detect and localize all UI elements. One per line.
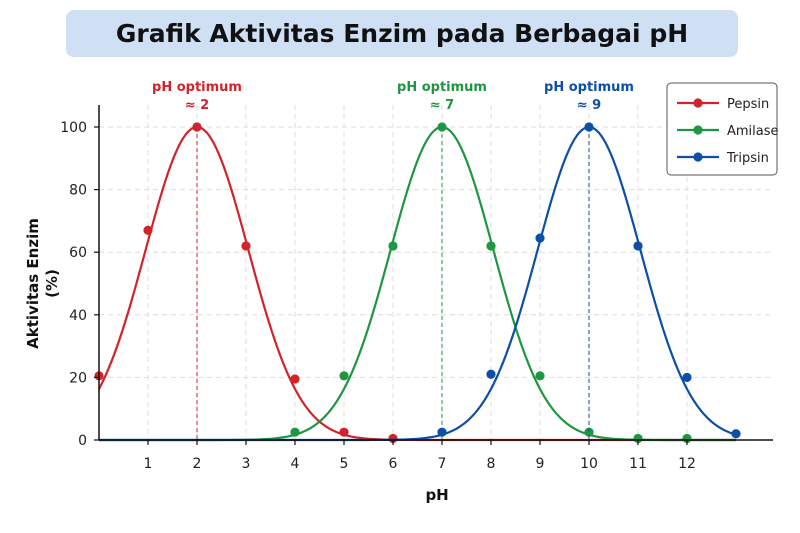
y-tick-label: 40	[69, 308, 87, 324]
data-point-pepsin	[192, 122, 202, 132]
data-point-tripsin	[486, 369, 496, 379]
y-tick-label: 0	[78, 433, 87, 449]
optimum-value-pepsin: ≈ 2	[185, 98, 209, 113]
data-point-amilase	[486, 241, 496, 251]
grid	[99, 105, 773, 440]
legend: Pepsin Amilase Tripsin	[666, 82, 779, 176]
data-point-pepsin	[241, 241, 251, 251]
x-tick-label: 10	[580, 456, 598, 472]
y-axis-label-line: Aktivitas Enzim	[24, 218, 42, 349]
data-point-amilase	[290, 427, 300, 437]
legend-marker-tripsin	[693, 152, 703, 162]
optimum-label-amilase: pH optimum	[397, 80, 487, 95]
data-point-tripsin	[535, 233, 545, 243]
x-tick-label: 8	[487, 456, 496, 472]
annotations: pH optimum ≈ 2 pH optimum ≈ 7 pH optimum ≈ 9	[152, 80, 634, 113]
legend-label-pepsin: Pepsin	[727, 97, 769, 112]
data-point-tripsin	[682, 372, 692, 382]
x-tick-label: 3	[242, 456, 251, 472]
optimum-value-amilase: ≈ 7	[430, 98, 454, 113]
y-tick-label: 60	[69, 245, 87, 261]
data-point-amilase	[388, 241, 398, 251]
x-tick-label: 11	[629, 456, 647, 472]
legend-label-tripsin: Tripsin	[726, 151, 769, 166]
series-layer	[94, 122, 741, 444]
series-line-pepsin	[98, 125, 736, 442]
series-line-tripsin	[99, 125, 737, 442]
title-banner: Grafik Aktivitas Enzim pada Berbagai pH	[66, 10, 738, 57]
legend-marker-amilase	[693, 125, 703, 135]
data-point-amilase	[584, 427, 594, 437]
data-point-amilase	[339, 371, 349, 381]
data-point-tripsin	[633, 241, 643, 251]
y-tick-label: 20	[69, 370, 87, 386]
data-point-tripsin	[437, 427, 447, 437]
legend-box	[666, 82, 778, 176]
optimum-label-pepsin: pH optimum	[152, 80, 242, 95]
x-tick-label: 5	[340, 456, 349, 472]
data-point-tripsin	[731, 429, 741, 439]
y-tick-label: 80	[69, 183, 87, 199]
legend-label-amilase: Amilase	[727, 124, 779, 139]
x-tick-label: 6	[389, 456, 398, 472]
x-tick-label: 12	[678, 456, 696, 472]
data-point-tripsin	[584, 122, 594, 132]
chart-title: Grafik Aktivitas Enzim pada Berbagai pH	[115, 19, 689, 48]
y-axis-label-line: (%)	[43, 269, 61, 298]
legend-marker-pepsin	[693, 98, 703, 108]
x-tick-label: 9	[536, 456, 545, 472]
data-point-pepsin	[339, 427, 349, 437]
data-point-pepsin	[143, 225, 153, 235]
data-point-pepsin	[290, 374, 300, 384]
x-tick-label: 2	[193, 456, 202, 472]
y-axis-label: Aktivitas Enzim(%)	[24, 218, 61, 349]
x-tick-label: 4	[291, 456, 300, 472]
x-tick-label: 7	[438, 456, 447, 472]
optimum-value-tripsin: ≈ 9	[577, 98, 601, 113]
data-point-amilase	[437, 122, 447, 132]
series-line-amilase	[99, 125, 736, 442]
data-point-amilase	[535, 371, 545, 381]
x-tick-label: 1	[144, 456, 153, 472]
x-axis-label: pH	[425, 486, 448, 504]
y-tick-label: 100	[60, 120, 87, 136]
optimum-label-tripsin: pH optimum	[544, 80, 634, 95]
